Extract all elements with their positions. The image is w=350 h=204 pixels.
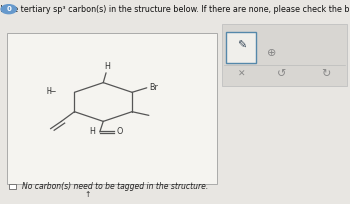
Text: Br: Br bbox=[149, 82, 159, 92]
Circle shape bbox=[1, 5, 16, 14]
Bar bbox=[226, 32, 256, 63]
Text: ↻: ↻ bbox=[321, 69, 330, 80]
Text: 0: 0 bbox=[6, 6, 11, 12]
Text: O: O bbox=[117, 128, 123, 136]
Text: ↑: ↑ bbox=[84, 190, 91, 199]
Text: No carbon(s) need to be tagged in the structure.: No carbon(s) need to be tagged in the st… bbox=[22, 182, 208, 191]
Text: H: H bbox=[89, 128, 95, 136]
Text: ✎: ✎ bbox=[237, 40, 246, 50]
Text: H: H bbox=[104, 62, 110, 71]
Text: ⊕: ⊕ bbox=[267, 48, 276, 58]
Text: ✕: ✕ bbox=[238, 70, 245, 79]
Bar bbox=[7, 33, 217, 184]
Text: H—: H— bbox=[47, 87, 56, 96]
Text: Tag all the tertiary sp³ carbon(s) in the structure below. If there are none, pl: Tag all the tertiary sp³ carbon(s) in th… bbox=[0, 5, 350, 14]
Text: ↺: ↺ bbox=[277, 69, 286, 80]
Bar bbox=[9, 184, 16, 189]
Bar bbox=[222, 24, 346, 86]
